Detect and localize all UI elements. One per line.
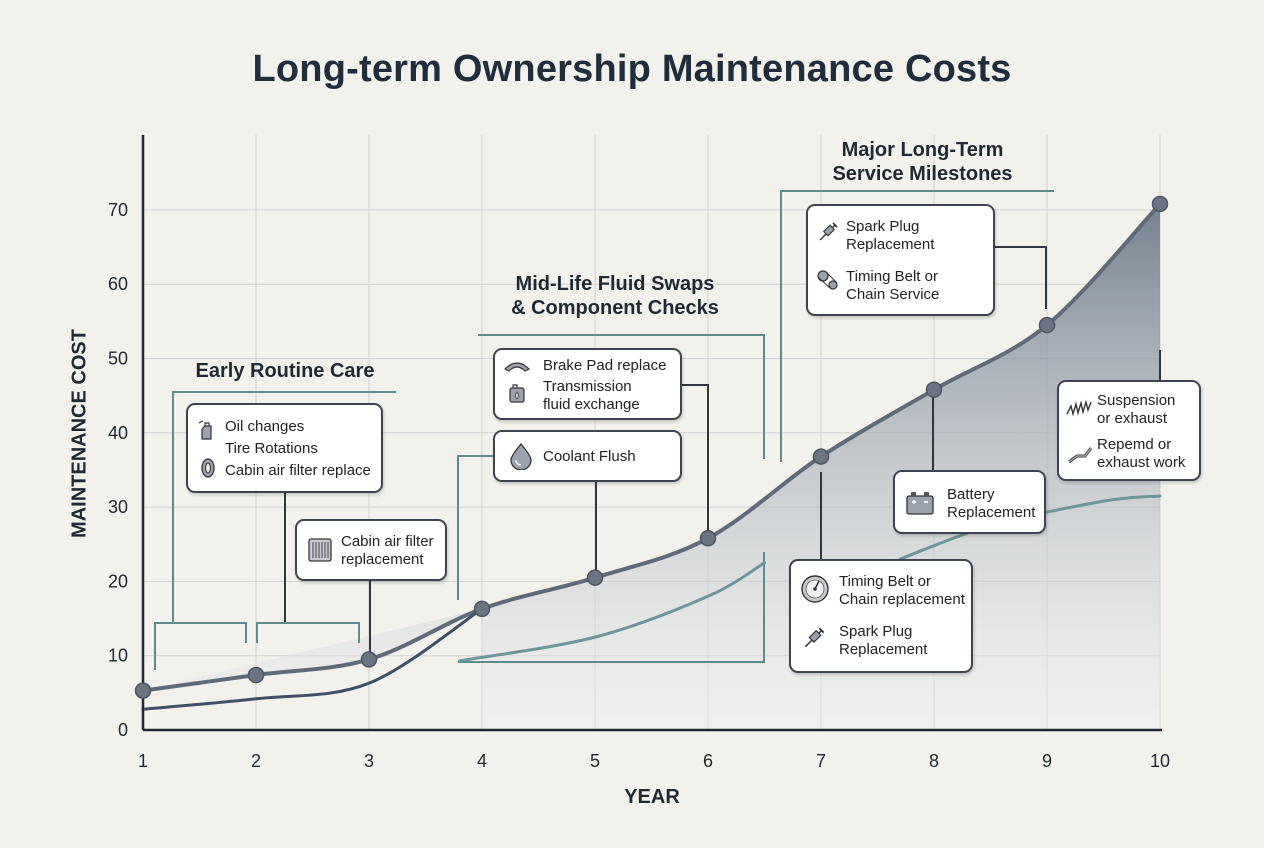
data-point xyxy=(925,381,943,398)
data-point xyxy=(586,569,604,586)
y-tick-label: 50 xyxy=(108,349,128,369)
gauge-icon xyxy=(801,575,829,603)
callout-text: Cabin air filter replace xyxy=(225,462,371,479)
fluid-container-icon xyxy=(509,384,525,403)
callout-early-routine: Oil changes Tire Rotations Cabin air fil… xyxy=(186,403,383,493)
x-tick-label: 7 xyxy=(816,751,826,771)
x-tick-label: 9 xyxy=(1042,751,1052,771)
timing-belt-icon xyxy=(817,270,838,290)
callout-text: Tire Rotations xyxy=(225,440,318,457)
data-point xyxy=(360,651,378,668)
y-tick-label: 60 xyxy=(108,274,128,294)
group-label-major: Major Long-Term Service Milestones xyxy=(832,139,1013,185)
battery-icon xyxy=(906,492,934,515)
callout-cabin-filter: Cabin air filter replacement xyxy=(295,519,447,581)
x-tick-label: 3 xyxy=(364,751,374,771)
oil-bottle-icon xyxy=(198,420,212,440)
callout-suspension-exhaust: Suspension or exhaust Repemd or exhaust … xyxy=(1057,380,1201,481)
tick-labels: 1 2 3 4 5 6 7 8 9 10 0 10 20 30 40 50 60 70 xyxy=(108,200,1170,771)
y-tick-label: 20 xyxy=(108,571,128,591)
x-tick-label: 2 xyxy=(251,751,261,771)
droplet-icon xyxy=(510,442,532,470)
chart-title: Long-term Ownership Maintenance Costs xyxy=(252,48,1012,90)
y-tick-label: 70 xyxy=(108,200,128,220)
air-filter-icon xyxy=(308,538,332,562)
callout-text: Suspension or exhaust xyxy=(1097,392,1176,427)
callout-text: Spark Plug Replacement xyxy=(846,218,935,253)
callout-text: Timing Belt or Chain replacement xyxy=(839,573,965,608)
data-point xyxy=(247,666,265,684)
series-line-3 xyxy=(457,561,766,663)
data-point xyxy=(134,682,152,699)
callout-battery: Battery Replacement xyxy=(893,470,1046,534)
callout-text: Brake Pad replace xyxy=(543,357,667,374)
callout-text: Cabin air filter replacement xyxy=(341,533,434,568)
callout-text: Spark Plug Replacement xyxy=(839,623,928,658)
data-point xyxy=(473,600,491,618)
callout-spark-timing-service: Spark Plug Replacement Timing Belt or Ch… xyxy=(806,204,995,316)
x-axis-title: YEAR xyxy=(624,786,680,808)
y-tick-label: 40 xyxy=(108,423,128,443)
callout-brake-transmission: Brake Pad replace Transmission fluid exc… xyxy=(493,348,682,420)
group-bracket xyxy=(154,622,247,670)
callout-text: Oil changes xyxy=(225,418,305,435)
spark-plug-icon xyxy=(819,222,838,241)
callout-timing-spark-replacement: Timing Belt or Chain replacement Spark P… xyxy=(789,559,973,673)
callout-coolant: Coolant Flush xyxy=(493,430,682,482)
callout-connector xyxy=(995,246,1047,309)
callout-text: Coolant Flush xyxy=(543,448,636,465)
series-line-2 xyxy=(141,607,484,711)
group-bracket xyxy=(172,391,396,622)
callout-text: Transmission fluid exchange xyxy=(543,378,640,413)
y-tick-label: 0 xyxy=(118,720,128,740)
x-tick-label: 5 xyxy=(590,751,600,771)
data-point xyxy=(812,448,830,465)
group-bracket xyxy=(780,190,1054,462)
y-axis-title: MAINTENANCE COST xyxy=(68,329,91,538)
x-tick-label: 1 xyxy=(138,751,148,771)
data-markers xyxy=(134,195,1169,699)
axes xyxy=(141,135,1162,732)
x-tick-label: 10 xyxy=(1150,751,1170,771)
callout-text: Repemd or exhaust work xyxy=(1097,436,1186,471)
group-bracket xyxy=(458,552,765,663)
callout-connectors xyxy=(284,246,1161,660)
x-tick-label: 8 xyxy=(929,751,939,771)
brake-pad-icon xyxy=(503,362,531,372)
callout-text: Battery Replacement xyxy=(947,486,1036,521)
group-bracket xyxy=(457,455,493,600)
x-tick-label: 6 xyxy=(703,751,713,771)
data-point xyxy=(1151,195,1169,213)
series-line-1 xyxy=(141,201,1162,693)
group-bracket xyxy=(256,622,360,643)
y-tick-label: 30 xyxy=(108,497,128,517)
spark-plug-icon xyxy=(804,627,825,648)
exhaust-pipe-icon xyxy=(1068,447,1093,464)
tire-icon xyxy=(201,458,215,478)
x-tick-label: 4 xyxy=(477,751,487,771)
group-label-early: Early Routine Care xyxy=(195,360,375,382)
callout-text: Timing Belt or Chain Service xyxy=(846,268,940,303)
data-point xyxy=(699,530,717,547)
group-brackets xyxy=(154,190,1054,670)
group-label-mid: Mid-Life Fluid Swaps & Component Checks xyxy=(511,273,719,319)
data-point xyxy=(1038,316,1056,334)
group-bracket xyxy=(478,334,765,459)
y-tick-label: 10 xyxy=(108,646,128,666)
spring-icon xyxy=(1066,399,1092,417)
callout-connector xyxy=(682,384,709,540)
